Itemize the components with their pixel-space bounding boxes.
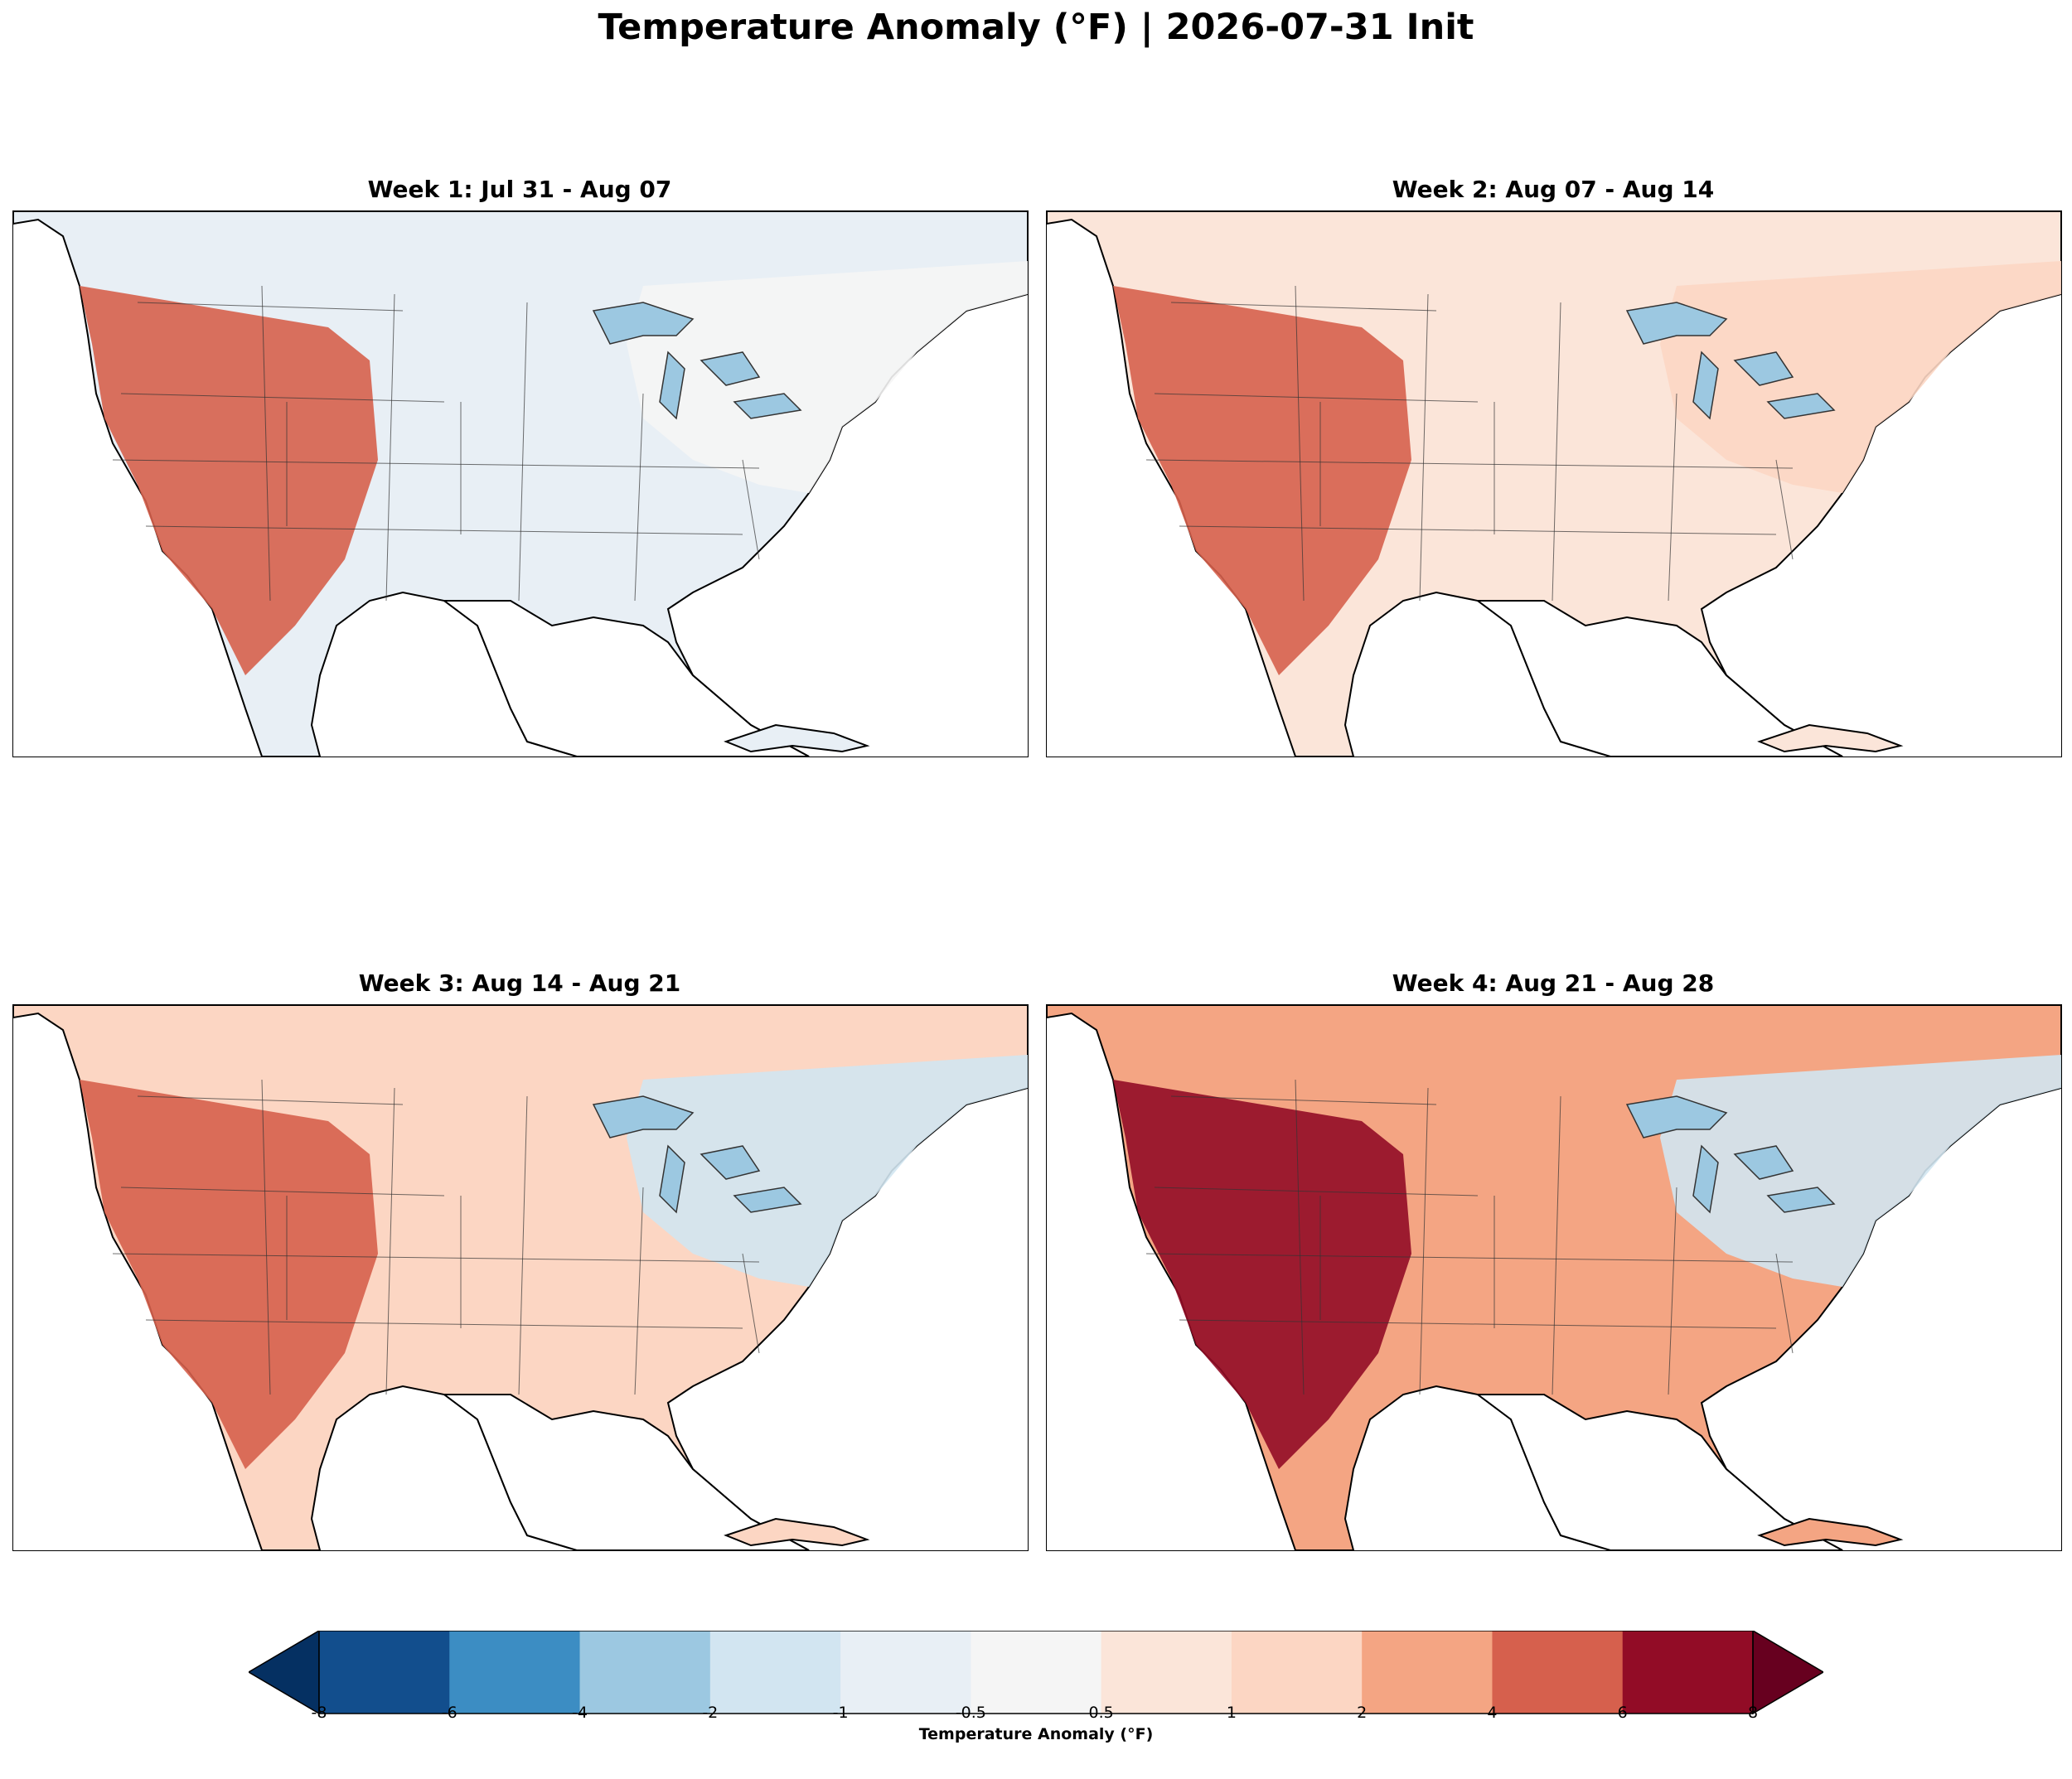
colorbar xyxy=(249,1631,1823,1715)
state-border xyxy=(742,1253,760,1354)
colorbar-tick-label: 8 xyxy=(1747,1704,1759,1722)
state-border xyxy=(1668,393,1677,602)
colorbar-segment xyxy=(449,1631,581,1714)
panel-title-week-2: Week 2: Aug 07 - Aug 14 xyxy=(1392,176,1715,203)
panel-title-week-3: Week 3: Aug 14 - Aug 21 xyxy=(358,969,681,997)
state-border xyxy=(1179,525,1777,535)
state-border xyxy=(1170,1095,1437,1105)
state-border xyxy=(518,1095,528,1395)
state-border xyxy=(145,1319,743,1329)
state-border xyxy=(120,1187,445,1196)
gulf-of-mexico xyxy=(1475,600,1843,757)
west-anomaly-region xyxy=(1113,1080,1411,1469)
cuba-outline xyxy=(1757,723,1904,753)
state-border xyxy=(112,1253,760,1263)
colorbar-tick-label: -8 xyxy=(311,1704,327,1722)
state-border xyxy=(137,302,404,312)
state-border xyxy=(261,285,271,602)
state-border xyxy=(1419,293,1429,602)
gulf-of-mexico xyxy=(442,1394,810,1550)
colorbar-tick-label: -4 xyxy=(572,1704,588,1722)
state-border xyxy=(145,525,743,535)
panel-title-week-4: Week 4: Aug 21 - Aug 28 xyxy=(1392,969,1715,997)
state-border xyxy=(1775,459,1794,560)
colorbar-tick-label: 2 xyxy=(1357,1704,1368,1722)
east-anomaly-region xyxy=(627,261,1028,493)
state-border xyxy=(385,1087,395,1395)
map-panel-week-3 xyxy=(12,1004,1029,1551)
state-border xyxy=(1552,302,1561,602)
great-lakes xyxy=(592,1095,802,1214)
state-border xyxy=(385,293,395,602)
east-anomaly-region xyxy=(1660,261,2061,493)
cuba-outline xyxy=(724,723,870,753)
great-lakes xyxy=(592,302,802,420)
west-anomaly-region xyxy=(80,286,378,675)
state-border xyxy=(1419,1087,1429,1395)
panel-title-week-1: Week 1: Jul 31 - Aug 07 xyxy=(367,176,672,203)
state-border xyxy=(1295,1079,1305,1395)
cuba-outline xyxy=(724,1517,870,1547)
colorbar-segment xyxy=(1622,1631,1754,1714)
state-border xyxy=(1295,285,1305,602)
gulf-of-mexico xyxy=(442,600,810,757)
state-border xyxy=(1145,459,1794,469)
state-border xyxy=(634,393,644,602)
colorbar-tick-label: -0.5 xyxy=(955,1704,986,1722)
colorbar-under-extension xyxy=(249,1631,320,1715)
colorbar-segment xyxy=(1492,1631,1624,1714)
state-border xyxy=(112,459,760,469)
state-border xyxy=(1775,1253,1794,1354)
state-border xyxy=(1668,1187,1677,1395)
colorbar-label: Temperature Anomaly (°F) xyxy=(918,1725,1154,1743)
cuba-outline xyxy=(1757,1517,1904,1547)
colorbar-tick-label: -1 xyxy=(832,1704,849,1722)
colorbar-tick-label: 0.5 xyxy=(1088,1704,1114,1722)
east-anomaly-region xyxy=(1660,1055,2061,1287)
colorbar-segment xyxy=(579,1631,711,1714)
state-border xyxy=(120,393,445,403)
west-anomaly-region xyxy=(1113,286,1411,675)
colorbar-segment xyxy=(971,1631,1102,1714)
colorbar-segment xyxy=(1231,1631,1363,1714)
state-border xyxy=(1154,1187,1479,1196)
west-anomaly-region xyxy=(80,1080,378,1469)
colorbar-segment xyxy=(840,1631,971,1714)
map-panel-week-4 xyxy=(1046,1004,2062,1551)
figure-title: Temperature Anomaly (°F) | 2026-07-31 In… xyxy=(598,7,1474,48)
colorbar-over-extension xyxy=(1752,1631,1823,1715)
state-border xyxy=(261,1079,271,1395)
state-border xyxy=(634,1187,644,1395)
colorbar-tick-label: 1 xyxy=(1226,1704,1237,1722)
map-panel-week-2 xyxy=(1046,210,2062,757)
state-border xyxy=(518,302,528,602)
state-border xyxy=(1154,393,1479,403)
state-border xyxy=(1170,302,1437,312)
colorbar-segment xyxy=(319,1631,450,1714)
colorbar-tick-label: -6 xyxy=(441,1704,457,1722)
colorbar-tick-label: 6 xyxy=(1617,1704,1628,1722)
state-border xyxy=(1145,1253,1794,1263)
map-panel-week-1 xyxy=(12,210,1029,757)
colorbar-segment xyxy=(1101,1631,1232,1714)
colorbar-tick-label: 4 xyxy=(1487,1704,1498,1722)
colorbar-segment xyxy=(709,1631,841,1714)
colorbar-tick-label: -2 xyxy=(702,1704,719,1722)
state-border xyxy=(742,459,760,560)
east-anomaly-region xyxy=(627,1055,1028,1287)
colorbar-segment xyxy=(1362,1631,1493,1714)
state-border xyxy=(1552,1095,1561,1395)
gulf-of-mexico xyxy=(1475,1394,1843,1550)
state-border xyxy=(1179,1319,1777,1329)
colorbar-frame xyxy=(318,1631,1754,1714)
great-lakes xyxy=(1625,1095,1836,1214)
great-lakes xyxy=(1625,302,1836,420)
state-border xyxy=(137,1095,404,1105)
